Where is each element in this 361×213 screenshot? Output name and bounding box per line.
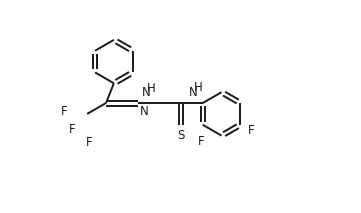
Text: F: F <box>248 124 255 137</box>
Text: S: S <box>177 129 185 142</box>
Text: F: F <box>86 136 92 149</box>
Text: H: H <box>193 81 202 94</box>
Text: F: F <box>197 135 204 148</box>
Text: N: N <box>140 105 148 118</box>
Text: N: N <box>142 86 151 99</box>
Text: H: H <box>147 82 156 95</box>
Text: N: N <box>188 86 197 99</box>
Text: F: F <box>61 105 68 118</box>
Text: F: F <box>69 123 75 136</box>
